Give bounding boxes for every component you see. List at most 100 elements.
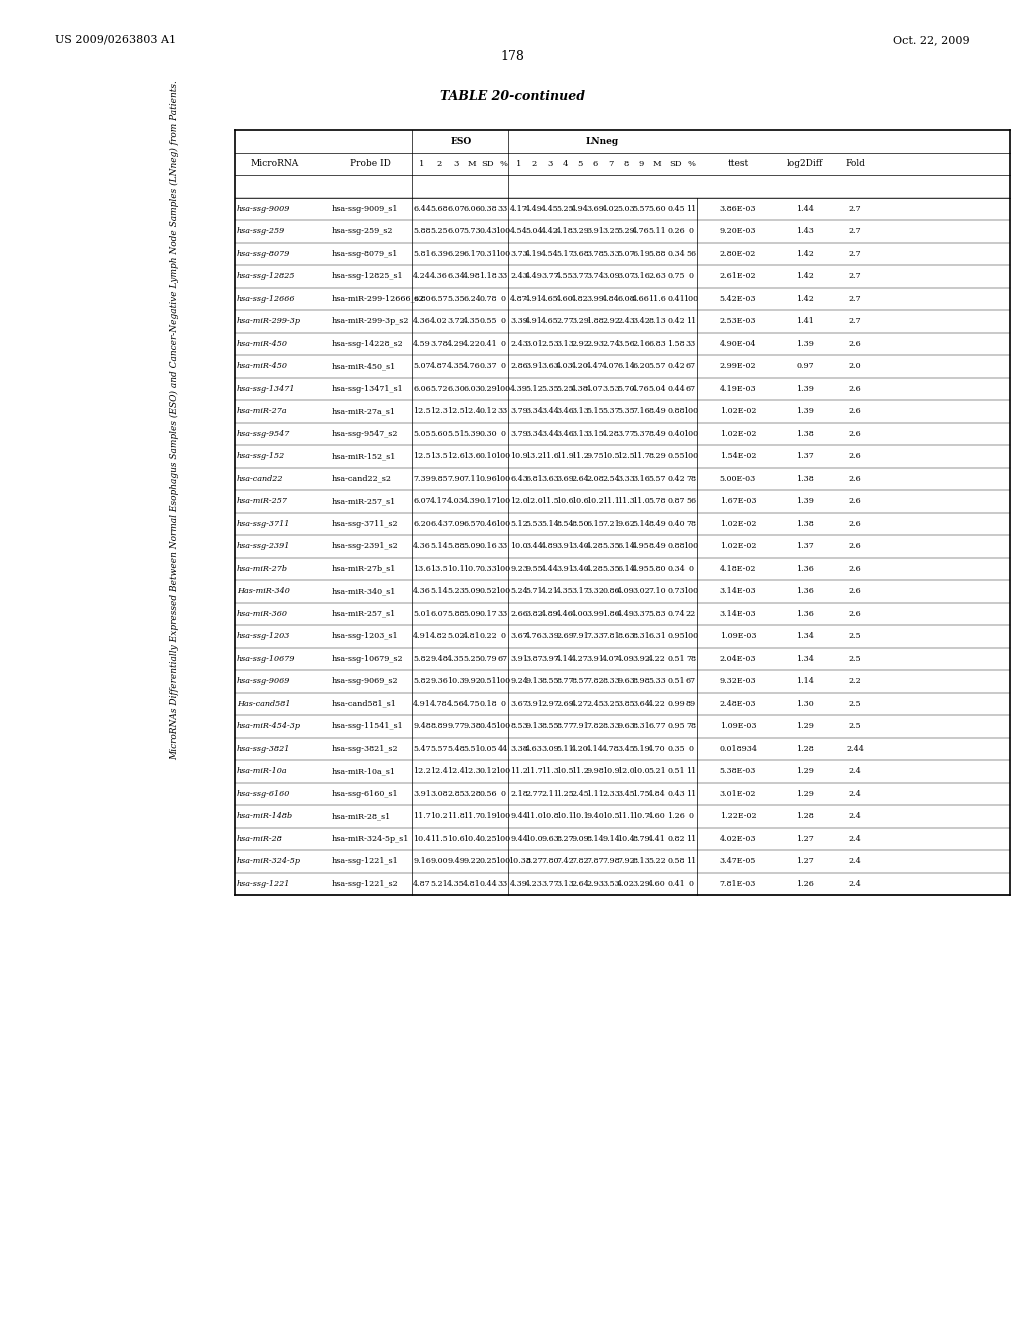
Text: 2.2: 2.2	[849, 677, 861, 685]
Text: 78: 78	[686, 722, 696, 730]
Text: 4.39: 4.39	[463, 498, 481, 506]
Text: 5.57: 5.57	[648, 362, 666, 370]
Text: 2.4: 2.4	[849, 812, 861, 820]
Text: 4.78: 4.78	[430, 700, 447, 708]
Text: 2.86: 2.86	[510, 362, 528, 370]
Text: 2.80E-02: 2.80E-02	[720, 249, 756, 257]
Text: 3.46: 3.46	[556, 430, 573, 438]
Text: 3.67: 3.67	[510, 632, 528, 640]
Text: hsa-ssg-12825_s1: hsa-ssg-12825_s1	[332, 272, 403, 280]
Text: 1.41: 1.41	[796, 317, 814, 325]
Text: 11: 11	[686, 205, 696, 213]
Text: 6.07: 6.07	[414, 498, 431, 506]
Text: 9.85: 9.85	[430, 475, 447, 483]
Text: 5.04: 5.04	[525, 227, 543, 235]
Text: 3.28: 3.28	[463, 789, 481, 797]
Text: 3.37: 3.37	[632, 610, 650, 618]
Text: 5.70: 5.70	[617, 384, 635, 393]
Text: 5.51: 5.51	[463, 744, 481, 752]
Text: 100: 100	[496, 249, 511, 257]
Text: 10.1: 10.1	[556, 812, 573, 820]
Text: 3.34: 3.34	[525, 408, 543, 416]
Text: 7.11: 7.11	[463, 475, 481, 483]
Text: 0.55: 0.55	[479, 317, 497, 325]
Text: 5: 5	[578, 160, 583, 168]
Text: 0.73: 0.73	[668, 587, 685, 595]
Text: 0.25: 0.25	[479, 857, 497, 865]
Text: 7.39: 7.39	[413, 475, 431, 483]
Text: 3.97: 3.97	[541, 655, 559, 663]
Text: 0.31: 0.31	[479, 249, 497, 257]
Text: 6.81: 6.81	[525, 475, 543, 483]
Text: 4.27: 4.27	[571, 655, 589, 663]
Text: 0.51: 0.51	[668, 767, 685, 775]
Text: 4.07: 4.07	[602, 655, 620, 663]
Text: 4.19E-03: 4.19E-03	[720, 384, 757, 393]
Text: 4.84: 4.84	[648, 789, 666, 797]
Text: 5.88: 5.88	[414, 227, 431, 235]
Text: 3.99: 3.99	[586, 294, 604, 302]
Text: 7.42: 7.42	[556, 857, 573, 865]
Text: 100: 100	[496, 722, 511, 730]
Text: 10.3: 10.3	[447, 677, 465, 685]
Text: hsa-miR-257: hsa-miR-257	[237, 498, 288, 506]
Text: 0.52: 0.52	[479, 587, 497, 595]
Text: 4.09: 4.09	[617, 655, 635, 663]
Text: 13.6: 13.6	[463, 453, 481, 461]
Text: 100: 100	[496, 565, 511, 573]
Text: MicroRNA: MicroRNA	[251, 160, 299, 168]
Text: hsa-ssg-12825: hsa-ssg-12825	[237, 272, 296, 280]
Text: 0.26: 0.26	[667, 227, 685, 235]
Text: 2.54: 2.54	[602, 475, 620, 483]
Text: 11.3: 11.3	[617, 498, 635, 506]
Text: 6.31: 6.31	[648, 632, 666, 640]
Text: 1.37: 1.37	[796, 543, 814, 550]
Text: hsa-miR-450: hsa-miR-450	[237, 362, 288, 370]
Text: 3.91: 3.91	[525, 362, 543, 370]
Text: hsa-ssg-6160: hsa-ssg-6160	[237, 789, 291, 797]
Text: 0: 0	[501, 339, 506, 347]
Text: hsa-miR-28_s1: hsa-miR-28_s1	[332, 812, 391, 820]
Text: 4.03: 4.03	[556, 362, 573, 370]
Text: 2.18: 2.18	[510, 789, 528, 797]
Text: 33: 33	[498, 543, 508, 550]
Text: 11.9: 11.9	[556, 453, 573, 461]
Text: 3.44: 3.44	[541, 430, 559, 438]
Text: 12.5: 12.5	[413, 453, 431, 461]
Text: hsa-miR-299-12666_s2: hsa-miR-299-12666_s2	[332, 294, 425, 302]
Text: 5.09: 5.09	[463, 610, 481, 618]
Text: 11: 11	[686, 857, 696, 865]
Text: 1.14: 1.14	[796, 677, 814, 685]
Text: US 2009/0263803 A1: US 2009/0263803 A1	[55, 36, 176, 45]
Text: 3.77: 3.77	[542, 879, 559, 888]
Text: 1.88: 1.88	[586, 317, 604, 325]
Text: 8.33: 8.33	[602, 677, 620, 685]
Text: 11.2: 11.2	[571, 767, 589, 775]
Text: 0.51: 0.51	[479, 677, 497, 685]
Text: 5.14: 5.14	[430, 543, 447, 550]
Text: 3.13: 3.13	[571, 430, 589, 438]
Text: 5.12: 5.12	[510, 520, 528, 528]
Text: 11: 11	[686, 834, 696, 842]
Text: 5.35: 5.35	[602, 543, 620, 550]
Text: 5.57: 5.57	[430, 744, 447, 752]
Text: 33: 33	[686, 339, 696, 347]
Text: 2.99E-02: 2.99E-02	[720, 362, 757, 370]
Text: 3.77: 3.77	[617, 430, 635, 438]
Text: 0.79: 0.79	[479, 655, 497, 663]
Text: 4.02: 4.02	[430, 317, 447, 325]
Text: 4.21: 4.21	[541, 587, 559, 595]
Text: 4.07: 4.07	[602, 362, 620, 370]
Text: 4.95: 4.95	[632, 543, 650, 550]
Text: 0.45: 0.45	[668, 205, 685, 213]
Text: 6.07: 6.07	[447, 227, 465, 235]
Text: 6.14: 6.14	[617, 565, 635, 573]
Text: hsa-ssg-6160_s1: hsa-ssg-6160_s1	[332, 789, 398, 797]
Text: 11.8: 11.8	[447, 812, 465, 820]
Text: 11.7: 11.7	[463, 812, 481, 820]
Text: 1.18: 1.18	[479, 272, 497, 280]
Text: 4.76: 4.76	[525, 632, 543, 640]
Text: hsa-ssg-13471: hsa-ssg-13471	[237, 384, 296, 393]
Text: 6.06: 6.06	[413, 384, 431, 393]
Text: 5.25: 5.25	[556, 384, 573, 393]
